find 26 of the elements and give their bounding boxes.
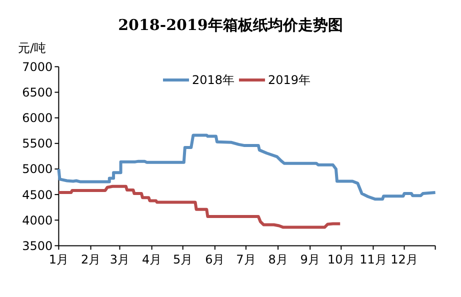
legend-label: 2018年 bbox=[192, 73, 235, 88]
x-tick-label: 7月 bbox=[236, 252, 256, 267]
x-tick-label: 2月 bbox=[80, 252, 101, 267]
x-tick-label: 5月 bbox=[173, 252, 193, 267]
y-tick-label: 4000 bbox=[22, 213, 53, 228]
y-tick-label: 7000 bbox=[22, 60, 53, 74]
x-tick-label: 11月 bbox=[360, 252, 387, 267]
y-tick-label: 5000 bbox=[22, 162, 53, 176]
y-tick-label: 3500 bbox=[22, 238, 53, 253]
x-tick-label: 8月 bbox=[268, 252, 288, 267]
x-tick-label: 4月 bbox=[142, 252, 162, 267]
line-series bbox=[57, 184, 342, 229]
legend-label: 2019年 bbox=[268, 73, 311, 88]
x-tick-label: 12月 bbox=[390, 252, 418, 267]
y-tick-label: 4500 bbox=[22, 188, 53, 202]
y-tick-label: 5500 bbox=[22, 136, 53, 151]
chart-title: 2018-2019年箱板纸均价走势图 bbox=[118, 16, 343, 34]
x-tick-label: 6月 bbox=[205, 252, 225, 267]
x-tick-label: 1月 bbox=[48, 252, 69, 267]
x-tick-label: 10月 bbox=[328, 252, 355, 267]
x-tick-label: 3月 bbox=[110, 252, 130, 267]
line-series bbox=[57, 134, 437, 201]
x-tick-label: 9月 bbox=[300, 252, 320, 267]
y-tick-label: 6500 bbox=[22, 85, 53, 100]
y-axis-title: 元/吨 bbox=[18, 41, 46, 55]
y-tick-label: 6000 bbox=[22, 111, 53, 126]
